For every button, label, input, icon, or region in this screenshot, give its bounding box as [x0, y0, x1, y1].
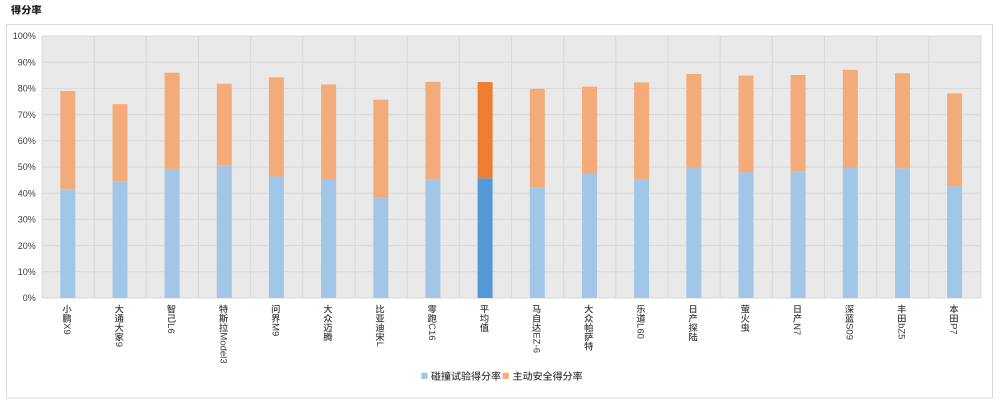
svg-text:80%: 80% [18, 84, 36, 94]
svg-text:Model3: Model3 [217, 332, 228, 363]
svg-text:60%: 60% [18, 136, 36, 146]
svg-text:70%: 70% [18, 110, 36, 120]
svg-text:L6: L6 [165, 323, 176, 334]
svg-text:50%: 50% [18, 162, 36, 172]
svg-text:P7: P7 [948, 323, 959, 335]
svg-text:100%: 100% [13, 31, 36, 41]
svg-text:N7: N7 [791, 323, 802, 335]
svg-text:90%: 90% [18, 57, 36, 67]
svg-text:9: 9 [113, 342, 124, 347]
svg-text:L60: L60 [635, 323, 646, 339]
svg-text:M9: M9 [269, 323, 280, 336]
svg-text:C16: C16 [426, 323, 437, 340]
svg-text:20%: 20% [18, 241, 36, 251]
svg-text:L: L [374, 342, 385, 347]
svg-text:EZ-6: EZ-6 [530, 332, 541, 353]
svg-text:S09: S09 [843, 323, 854, 340]
svg-text:0%: 0% [23, 293, 36, 303]
svg-text:X9: X9 [61, 323, 72, 335]
svg-text:bZ5: bZ5 [895, 323, 906, 339]
svg-text:10%: 10% [18, 267, 36, 277]
svg-text:40%: 40% [18, 188, 36, 198]
svg-text:30%: 30% [18, 215, 36, 225]
